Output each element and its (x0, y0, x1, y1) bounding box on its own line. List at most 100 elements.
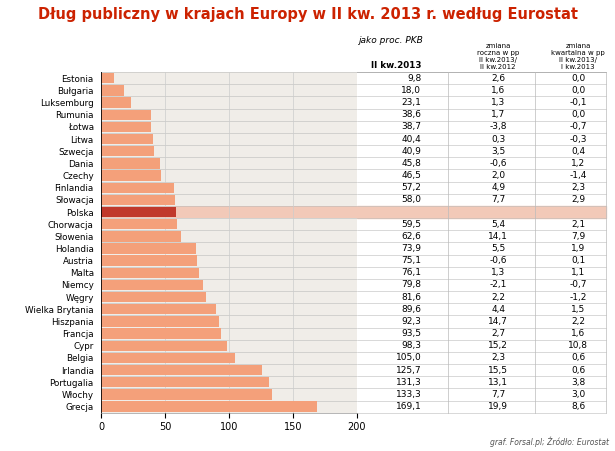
Text: 59,5: 59,5 (401, 220, 421, 229)
Text: 105,0: 105,0 (395, 354, 421, 363)
Text: 19,9: 19,9 (488, 402, 508, 411)
Bar (101, 195, 175, 205)
Text: -1,4: -1,4 (569, 171, 587, 180)
Text: 92,3: 92,3 (402, 317, 421, 326)
Text: 40,9: 40,9 (402, 147, 421, 156)
Bar (101, 146, 154, 156)
Text: 1,1: 1,1 (571, 268, 585, 277)
Text: 98,3: 98,3 (401, 341, 421, 350)
Text: 73,9: 73,9 (401, 244, 421, 253)
Text: -3,8: -3,8 (490, 122, 507, 131)
Bar (101, 304, 216, 314)
Text: 1,3: 1,3 (491, 98, 506, 107)
Text: graf. Forsal.pl; Źródło: Eurostat: graf. Forsal.pl; Źródło: Eurostat (490, 437, 609, 447)
Text: 57,2: 57,2 (402, 183, 421, 192)
Text: II kw.2013: II kw.2013 (371, 61, 421, 70)
Text: 9,8: 9,8 (407, 74, 421, 83)
Text: 46,5: 46,5 (402, 171, 421, 180)
Bar (101, 316, 220, 327)
Text: 89,6: 89,6 (401, 305, 421, 314)
Text: 2,0: 2,0 (491, 171, 505, 180)
Text: 93,5: 93,5 (401, 329, 421, 338)
Text: -0,1: -0,1 (569, 98, 587, 107)
Text: 15,2: 15,2 (488, 341, 508, 350)
Text: 0,0: 0,0 (571, 110, 585, 119)
Text: -0,6: -0,6 (490, 256, 507, 265)
Bar (101, 134, 153, 144)
Bar (101, 267, 199, 278)
Bar (101, 389, 272, 400)
Bar (101, 280, 204, 290)
Text: 5,4: 5,4 (491, 220, 505, 229)
Bar (101, 231, 181, 241)
Bar (101, 353, 236, 363)
Text: 3,8: 3,8 (571, 378, 585, 387)
Bar (101, 170, 161, 181)
Text: jako proc. PKB: jako proc. PKB (358, 36, 423, 45)
Text: zmiana
kwartalna w pp
II kw.2013/
I kw.2013: zmiana kwartalna w pp II kw.2013/ I kw.2… (551, 43, 605, 70)
Text: 1,6: 1,6 (571, 329, 585, 338)
Bar (101, 341, 227, 351)
Text: 3,5: 3,5 (491, 147, 506, 156)
Text: 4,9: 4,9 (491, 183, 505, 192)
Bar (101, 158, 160, 169)
Text: zmiana
roczna w pp
II kw.2013/
II kw.2012: zmiana roczna w pp II kw.2013/ II kw.201… (477, 43, 519, 70)
Text: 8,6: 8,6 (571, 402, 585, 411)
Text: 0,1: 0,1 (571, 256, 585, 265)
Text: 15,5: 15,5 (488, 366, 508, 375)
Text: 1,0: 1,0 (570, 207, 586, 216)
Text: 76,1: 76,1 (401, 268, 421, 277)
Text: 0,4: 0,4 (571, 147, 585, 156)
Bar (101, 97, 131, 108)
Text: 45,8: 45,8 (402, 159, 421, 168)
Text: 10,8: 10,8 (568, 341, 588, 350)
Text: 14,7: 14,7 (488, 317, 508, 326)
Text: 1,9: 1,9 (571, 244, 585, 253)
Bar (101, 365, 262, 375)
Text: 2,3: 2,3 (571, 183, 585, 192)
Text: 40,4: 40,4 (402, 134, 421, 143)
Text: 1,4: 1,4 (490, 207, 506, 216)
Text: 3,0: 3,0 (571, 390, 585, 399)
Text: Dług publiczny w krajach Europy w II kw. 2013 r. według Eurostat: Dług publiczny w krajach Europy w II kw.… (38, 7, 577, 22)
Text: 7,7: 7,7 (491, 390, 506, 399)
Text: 169,1: 169,1 (395, 402, 421, 411)
Text: -0,6: -0,6 (490, 159, 507, 168)
Text: 0,6: 0,6 (571, 354, 585, 363)
Text: 7,9: 7,9 (571, 232, 585, 241)
Text: 58,0: 58,0 (401, 195, 421, 204)
Text: -1,2: -1,2 (569, 293, 587, 302)
Text: 131,3: 131,3 (395, 378, 421, 387)
Text: 1,3: 1,3 (491, 268, 506, 277)
Bar (101, 292, 205, 302)
Text: 2,3: 2,3 (491, 354, 505, 363)
Text: 1,6: 1,6 (491, 86, 506, 95)
Text: 23,1: 23,1 (402, 98, 421, 107)
Text: 14,1: 14,1 (488, 232, 508, 241)
Text: 2,2: 2,2 (491, 293, 505, 302)
Text: forsal.pl: forsal.pl (12, 433, 58, 443)
Bar (101, 244, 196, 253)
Bar (101, 328, 221, 339)
Text: 2,1: 2,1 (571, 220, 585, 229)
Text: -0,3: -0,3 (569, 134, 587, 143)
Text: 125,7: 125,7 (395, 366, 421, 375)
Text: 4,4: 4,4 (491, 305, 505, 314)
Text: 75,1: 75,1 (401, 256, 421, 265)
Text: 0,0: 0,0 (571, 86, 585, 95)
Text: 62,6: 62,6 (402, 232, 421, 241)
Text: 1,2: 1,2 (571, 159, 585, 168)
Text: 18,0: 18,0 (401, 86, 421, 95)
Text: 38,7: 38,7 (401, 122, 421, 131)
Bar (101, 183, 175, 193)
Text: 13,1: 13,1 (488, 378, 508, 387)
Text: 0,3: 0,3 (491, 134, 506, 143)
Text: 1,5: 1,5 (571, 305, 585, 314)
Text: 0,0: 0,0 (571, 74, 585, 83)
Text: 2,2: 2,2 (571, 317, 585, 326)
Text: 38,6: 38,6 (401, 110, 421, 119)
Text: 79,8: 79,8 (401, 281, 421, 290)
Text: 2,7: 2,7 (491, 329, 505, 338)
Text: -0,7: -0,7 (569, 281, 587, 290)
Bar (101, 377, 269, 387)
